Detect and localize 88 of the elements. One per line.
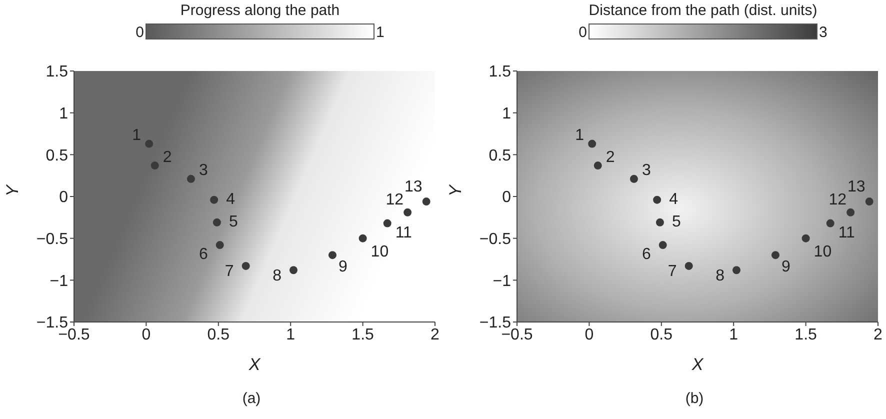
y-tick-label: 1.5 xyxy=(488,64,512,81)
annotation: 7 xyxy=(668,263,677,280)
annotation: 4 xyxy=(226,191,236,208)
annotation: 13 xyxy=(848,178,866,196)
y-tick-label: 0.5 xyxy=(46,147,68,164)
x-tick-label: 1.5 xyxy=(352,326,374,344)
point xyxy=(186,174,195,183)
point xyxy=(802,234,810,242)
annotation: 12 xyxy=(828,192,847,209)
point xyxy=(594,162,602,170)
x-tick-label: 0 xyxy=(142,326,151,344)
annotation: 3 xyxy=(198,162,208,180)
x-tick-label: 1 xyxy=(729,326,738,344)
y-tick-label: −0.5 xyxy=(479,231,512,248)
x-tick-label: 2 xyxy=(874,326,883,344)
text: 1 xyxy=(376,24,384,41)
text: 0 xyxy=(578,24,587,41)
annotation: 13 xyxy=(404,178,422,196)
annotation: 10 xyxy=(370,244,389,261)
x-axis-title: X xyxy=(248,355,261,374)
point xyxy=(846,208,855,216)
annotation: 1 xyxy=(132,127,142,144)
y-tick-label: 1 xyxy=(59,106,68,123)
point xyxy=(865,198,874,206)
point xyxy=(358,234,367,242)
point xyxy=(588,140,596,148)
x-tick-label: 1.5 xyxy=(794,326,818,344)
point xyxy=(216,241,224,250)
x-tick-label: 0.5 xyxy=(650,326,673,344)
text: 3 xyxy=(819,24,828,41)
y-tick-label: 0 xyxy=(59,189,68,206)
point xyxy=(658,241,667,250)
point xyxy=(328,251,336,260)
point xyxy=(145,140,154,148)
point xyxy=(684,262,693,270)
annotation: 11 xyxy=(395,224,412,242)
annotation: 9 xyxy=(338,258,348,276)
text: 0 xyxy=(136,24,144,41)
y-tick-label: 0.5 xyxy=(488,147,512,164)
annotation: 8 xyxy=(272,267,282,284)
y-axis-title: Y xyxy=(3,184,22,196)
y-tick-label: −1.5 xyxy=(36,314,68,332)
y-tick-label: −0.5 xyxy=(36,231,68,248)
annotation: 8 xyxy=(716,267,725,284)
point xyxy=(383,219,392,228)
point xyxy=(630,174,638,183)
point xyxy=(289,266,298,274)
annotation: 2 xyxy=(162,148,172,166)
y-tick-label: −1.5 xyxy=(479,314,512,332)
y-tick-label: 1 xyxy=(502,106,512,123)
y-tick-label: 1.5 xyxy=(46,64,68,81)
annotation: 7 xyxy=(224,263,234,280)
annotation: 6 xyxy=(642,246,651,264)
point xyxy=(771,251,780,260)
color-bar-title: Progress along the path xyxy=(179,2,341,19)
x-tick-label: 1 xyxy=(286,326,296,344)
annotation: 5 xyxy=(672,214,681,231)
annotation: 3 xyxy=(642,162,651,180)
point xyxy=(422,198,430,206)
point xyxy=(404,208,412,216)
point xyxy=(732,266,740,274)
annotation: 11 xyxy=(838,224,856,242)
y-tick-label: −1 xyxy=(492,272,512,290)
y-axis-title: Y xyxy=(446,184,466,196)
x-tick-label: 0 xyxy=(584,326,594,344)
x-tick-label: 2 xyxy=(430,326,440,344)
annotation: 1 xyxy=(575,127,584,144)
annotation: 5 xyxy=(228,214,238,231)
annotation: 4 xyxy=(669,191,678,208)
annotation: 10 xyxy=(814,244,832,261)
text: (b) xyxy=(684,390,705,407)
point xyxy=(826,219,834,228)
annotation: 12 xyxy=(386,192,404,209)
x-axis-title: X xyxy=(690,355,704,374)
point xyxy=(212,218,221,226)
annotation: 9 xyxy=(781,258,790,276)
point xyxy=(656,218,664,226)
color-bar-title: Distance from the path (dist. units) xyxy=(588,2,818,19)
point xyxy=(242,262,250,270)
y-tick-label: −1 xyxy=(50,272,68,290)
point xyxy=(150,162,159,170)
x-tick-label: 0.5 xyxy=(207,326,230,344)
text: (a) xyxy=(241,390,262,407)
point xyxy=(210,196,218,204)
annotation: 2 xyxy=(606,148,615,166)
point xyxy=(653,196,662,204)
y-tick-label: 0 xyxy=(502,189,512,206)
annotation: 6 xyxy=(198,246,208,264)
